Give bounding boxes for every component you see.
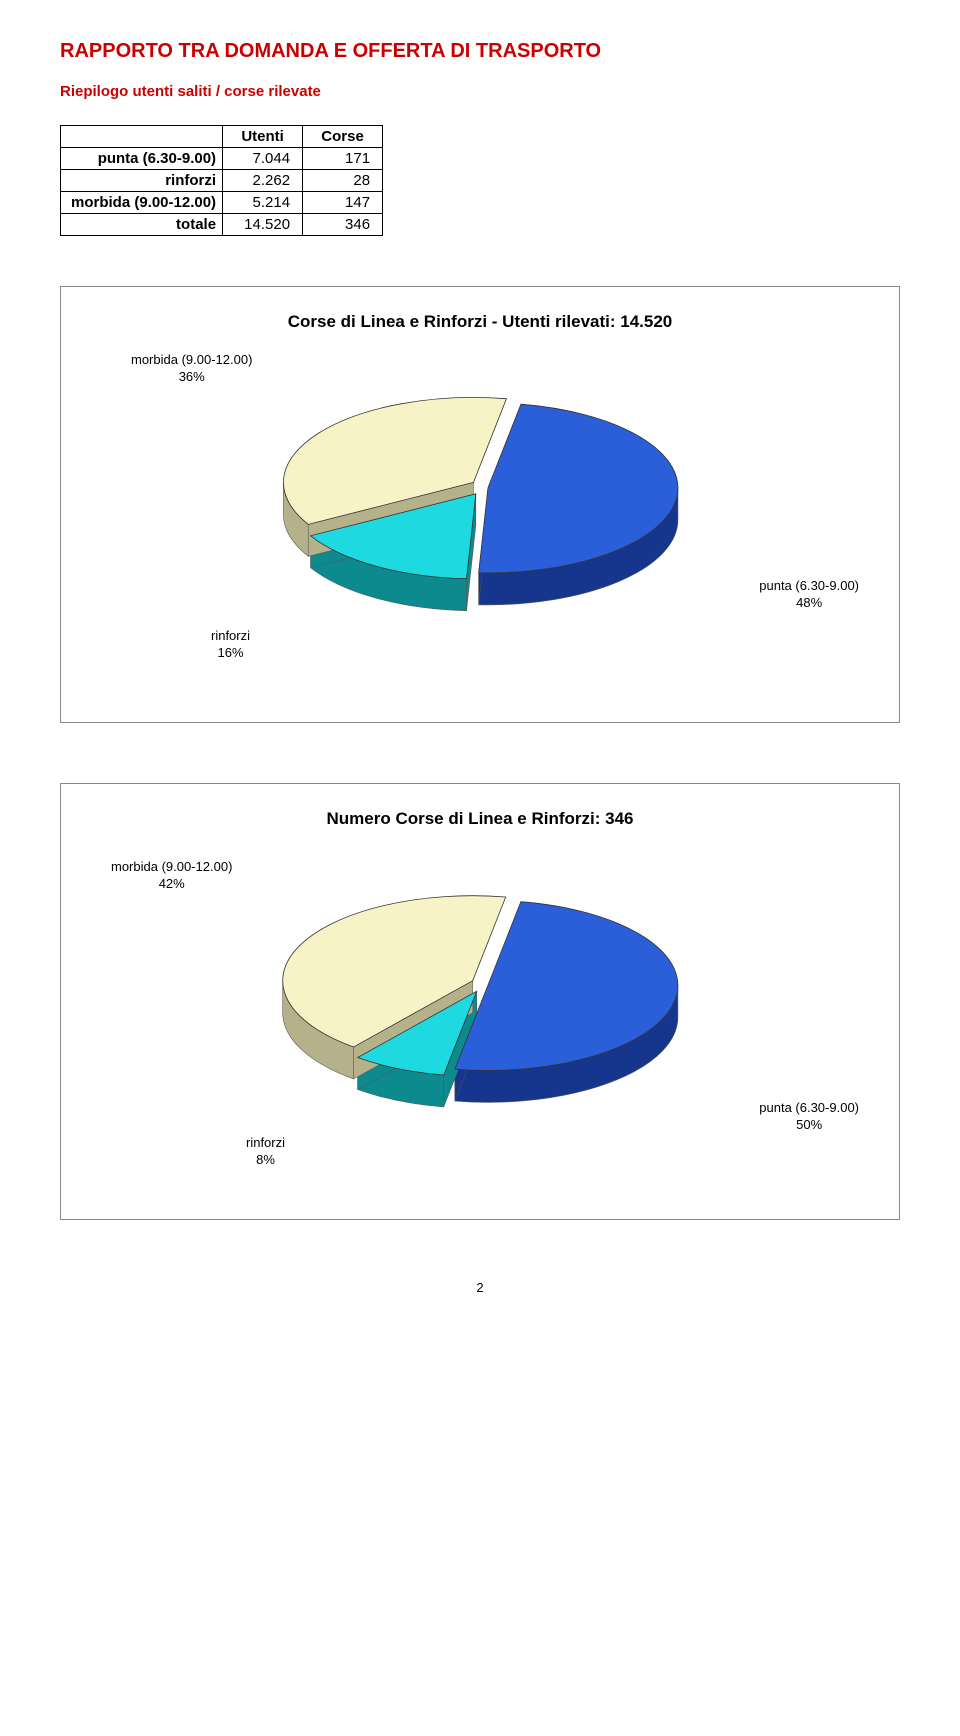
cell-corse: 147 [303,192,383,214]
table-row: totale 14.520 346 [61,214,383,236]
chart2-pie-icon [220,869,740,1129]
cell-corse: 346 [303,214,383,236]
chart2-label-punta: punta (6.30-9.00) 50% [759,1100,859,1134]
chart1-pie-icon [220,372,740,632]
cell-utenti: 14.520 [223,214,303,236]
row-label: rinforzi [61,170,223,192]
cell-corse: 171 [303,148,383,170]
summary-table: Utenti Corse punta (6.30-9.00) 7.044 171… [60,125,383,236]
row-label: morbida (9.00-12.00) [61,192,223,214]
cell-utenti: 7.044 [223,148,303,170]
col-header-utenti: Utenti [223,126,303,148]
chart2-pie-area: morbida (9.00-12.00) 42% rinforzi 8% pun… [91,869,869,1169]
row-label: punta (6.30-9.00) [61,148,223,170]
cell-utenti: 5.214 [223,192,303,214]
chart2-label-morbida: morbida (9.00-12.00) 42% [111,859,232,893]
chart-panel-2: Numero Corse di Linea e Rinforzi: 346 mo… [60,783,900,1220]
cell-utenti: 2.262 [223,170,303,192]
col-header-corse: Corse [303,126,383,148]
chart1-pie-area: morbida (9.00-12.00) 36% rinforzi 16% pu… [91,372,869,672]
table-blank-header [61,126,223,148]
table-row: morbida (9.00-12.00) 5.214 147 [61,192,383,214]
chart1-label-rinforzi: rinforzi 16% [211,628,250,662]
page-title: RAPPORTO TRA DOMANDA E OFFERTA DI TRASPO… [60,40,900,63]
page-subtitle: Riepilogo utenti saliti / corse rilevate [60,83,900,100]
chart2-label-rinforzi: rinforzi 8% [246,1135,285,1169]
table-row: punta (6.30-9.00) 7.044 171 [61,148,383,170]
chart1-label-punta: punta (6.30-9.00) 48% [759,578,859,612]
cell-corse: 28 [303,170,383,192]
row-label: totale [61,214,223,236]
page-number: 2 [60,1280,900,1295]
chart1-label-morbida: morbida (9.00-12.00) 36% [131,352,252,386]
chart-panel-1: Corse di Linea e Rinforzi - Utenti rilev… [60,286,900,723]
chart1-title: Corse di Linea e Rinforzi - Utenti rilev… [91,312,869,332]
table-row: rinforzi 2.262 28 [61,170,383,192]
chart2-title: Numero Corse di Linea e Rinforzi: 346 [91,809,869,829]
